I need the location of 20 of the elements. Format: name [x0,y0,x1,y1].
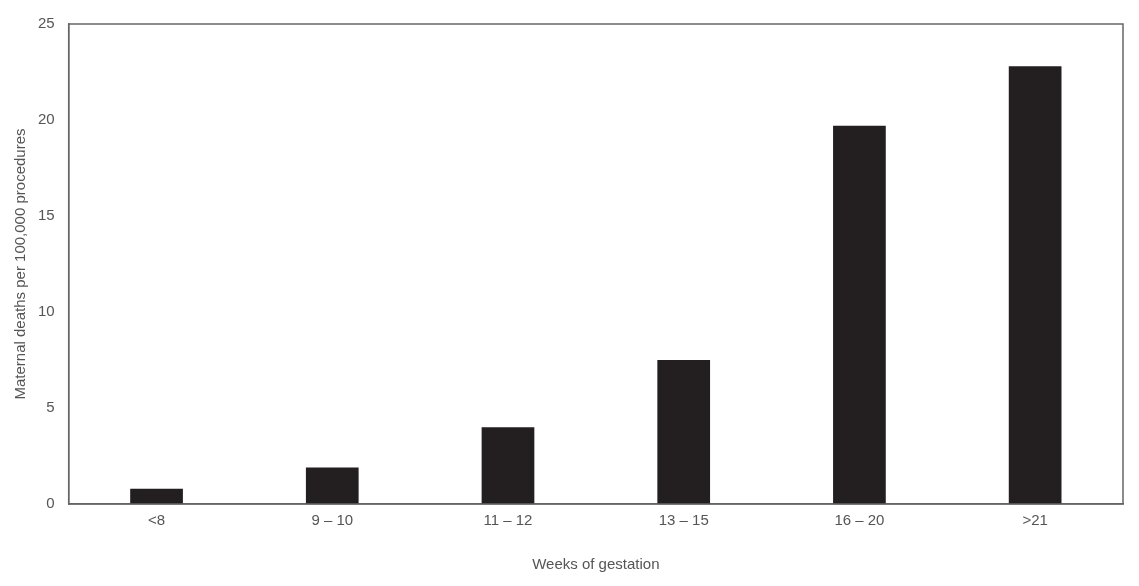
y-tick-label: 10 [38,302,55,320]
y-tick-label: 0 [46,494,55,512]
x-axis-title: Weeks of gestation [532,555,660,573]
x-tick-label: <8 [147,511,166,529]
bar [657,360,711,504]
bar [1008,66,1062,504]
x-tick-label: 16 – 20 [834,511,885,529]
y-tick-label: 25 [38,14,55,32]
bar [481,427,535,504]
x-tick-label: 11 – 12 [483,511,533,529]
y-axis-title: Maternal deaths per 100,000 procedures [11,128,29,400]
x-tick-label: 9 – 10 [311,511,354,529]
bar [130,488,183,504]
bar [833,125,886,504]
y-tick-label: 15 [38,206,55,224]
x-tick-label: 13 – 15 [658,511,709,529]
x-tick-label: >21 [1022,511,1048,529]
y-tick-label: 5 [46,398,55,416]
y-tick-label: 20 [38,110,55,128]
bar [305,467,359,504]
